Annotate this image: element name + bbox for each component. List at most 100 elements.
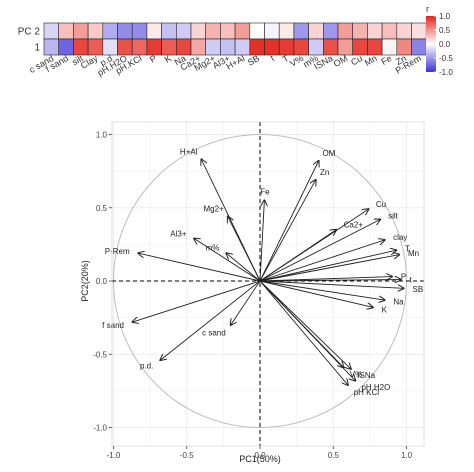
legend-colorbar [426,16,436,72]
heatmap-cell-1-silt [73,38,89,56]
heatmap-cell-pc-2-k [161,22,177,40]
heatmap-row-label: PC 2 [18,27,41,38]
vector-label-ca2: Ca2+ [344,221,364,230]
heatmap-cell-pc-2-mn [367,22,383,40]
plot-panel [112,122,424,446]
heatmap-cell-1-na [176,38,192,56]
legend-tick-label: 1.0 [439,12,451,21]
vector-ph-h2o [259,280,355,381]
vector-ca2 [259,230,336,282]
heatmap-cell-pc-2-p-d [102,22,118,40]
legend-tick-label: -1.0 [439,68,453,77]
x-tick-label: 1.0 [401,451,413,460]
vector-k [259,280,373,307]
heatmap-cell-pc-2-al3 [220,22,236,40]
heatmap-cell-1-sb [249,38,265,56]
heatmap-col-label: Mn [363,53,379,68]
vector-label-sb: SB [413,285,424,294]
legend-tick-label: 0.0 [439,40,451,49]
heatmap-cell-1-t [264,38,280,56]
vector-label-p-rem: P-Rem [105,247,130,256]
vector-na [259,280,385,300]
vector-label-mg2: Mg2+ [204,204,225,213]
heatmap-cell-pc-2-clay [87,22,104,40]
vector-label-m: m% [206,243,220,252]
vector-clay [259,240,385,282]
heatmap-cell-pc-2-om [337,22,353,40]
vector-label-mn: Mn [408,249,419,258]
heatmap-cell-1-k [161,38,177,56]
heatmap-col-label: T [281,53,291,65]
vector-label-isna: ISNa [357,371,375,380]
heatmap-cell-1-c-sand [43,38,59,56]
heatmap-row-label: 1 [34,43,40,54]
heatmap-cell-pc-2-na [176,22,192,40]
heatmap-col-label: Cu [349,53,364,67]
vector-p-d [160,280,261,360]
heatmap-cell-pc-2-ca2 [190,22,206,40]
heatmap-cell-pc-2-t [264,22,280,40]
vector-ph-kcl [259,280,348,385]
heatmap-cell-pc-2-ph-h2o [117,22,133,40]
heatmap-cell-pc-2-fe [381,22,398,40]
vector-label-cu: Cu [376,200,386,209]
heatmap-cell-1-cu [352,38,368,56]
vector-zn [259,180,316,282]
y-tick-label: 0.0 [96,277,108,286]
x-tick-label: -0.5 [180,451,194,460]
vector-label-t: T [405,244,410,253]
vector-mn [259,255,399,282]
vector-t [259,250,396,282]
heatmap-cell-1-mg2 [205,38,221,56]
heatmap-cell-pc-2-silt [73,22,89,40]
vector-label-t: t [410,275,413,284]
heatmap-cell-1-isna [322,38,339,56]
vector-label-c-sand: c sand [202,328,226,337]
x-tick-label: 0.0 [254,451,266,460]
vector-label-p: P [401,272,406,281]
heatmap-cell-1-mn [367,38,383,56]
vector-al3 [194,239,261,282]
vector-mg2 [228,217,261,282]
vector-label-h-al: H+Al [180,147,198,156]
heatmap-col-label: K [163,53,173,65]
legend-tick-label: -0.5 [439,54,453,63]
heatmap-cell-pc-2-isna [322,22,339,40]
heatmap-cell-1-m [308,38,324,56]
heatmap-col-label: t [269,53,277,63]
heatmap-cell-pc-2-h-al [234,22,251,40]
y-tick-label: 0.5 [96,204,108,213]
y-tick-label: 1.0 [96,131,108,140]
heatmap-col-label: Zn [394,53,408,67]
heatmap-cell-pc-2-m [308,22,324,40]
y-tick-label: -0.5 [93,350,107,359]
vector-sb [259,280,404,288]
heatmap-cell-1-fe [381,38,398,56]
vector-m [226,253,261,282]
vector-label-k: K [382,305,388,314]
heatmap-cell-1-ca2 [190,38,206,56]
heatmap-cell-pc-2-p-rem [411,22,427,40]
vector-label-p-d: p.d. [140,362,153,371]
heatmap-cell-pc-2-f-sand [58,22,74,40]
vector-label-ph-h2o: pH H2O [361,383,390,392]
heatmap-legend: r 1.0 0.5 0.0 -0.5 -1.0 [426,4,453,77]
x-axis-label: PC1(50%) [239,454,281,464]
heatmap-cell-pc-2-ph-kcl [131,22,148,40]
plot-border [111,121,425,447]
x-tick-label: 0.5 [328,451,340,460]
heatmap-cell-pc-2-t [278,22,295,40]
heatmap-col-label: OM [332,53,350,69]
vector-label-na: Na [393,297,404,306]
heatmap-cell-1-t [278,38,295,56]
heatmap-col-label: P [148,53,158,65]
y-tick-label: -1.0 [93,424,107,433]
heatmap-cell-1-al3 [220,38,236,56]
heatmap-cell-pc-2-c-sand [43,22,59,40]
vector-isna [259,280,351,369]
heatmap-cell-1-v [293,38,309,56]
heatmap-cell-1-ph-kcl [131,38,148,56]
legend-tick-label: 0.5 [439,26,451,35]
